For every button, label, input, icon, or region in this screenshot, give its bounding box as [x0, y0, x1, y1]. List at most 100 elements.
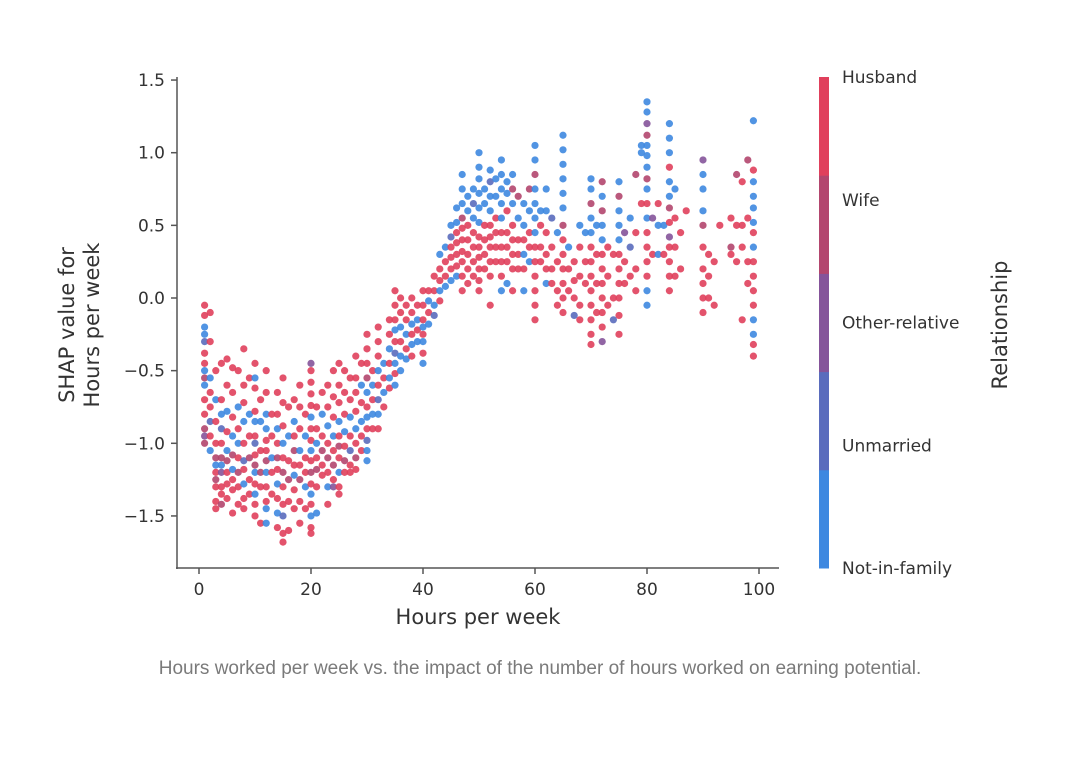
scatter-point — [391, 337, 399, 346]
scatter-point — [341, 442, 349, 450]
scatter-point — [615, 250, 623, 259]
scatter-point — [335, 442, 343, 450]
scatter-point — [369, 410, 377, 418]
scatter-point — [497, 243, 505, 251]
scatter-point — [598, 192, 606, 200]
scatter-point — [469, 199, 477, 208]
scatter-point — [307, 359, 315, 367]
scatter-point — [329, 393, 337, 401]
scatter-point — [229, 486, 237, 494]
scatter-point — [537, 258, 545, 266]
scatter-point — [475, 243, 483, 251]
scatter-point — [486, 178, 494, 186]
scatter-point — [531, 141, 539, 150]
scatter-point — [531, 243, 539, 251]
scatter-point — [251, 359, 259, 367]
scatter-point — [699, 243, 707, 251]
scatter-point — [581, 279, 590, 288]
scatter-point — [279, 512, 287, 520]
scatter-point — [727, 214, 735, 222]
scatter-point — [397, 323, 405, 331]
scatter-point — [453, 239, 461, 247]
scatter-point — [453, 272, 461, 280]
scatter-point — [262, 497, 270, 506]
scatter-point — [593, 308, 601, 317]
scatter-point — [548, 214, 556, 222]
scatter-point — [268, 410, 276, 418]
scatter-point — [632, 287, 640, 295]
scatter-point — [481, 221, 489, 229]
scatter-point — [425, 287, 433, 295]
scatter-point — [587, 199, 595, 208]
x-tick-label: 40 — [412, 580, 434, 600]
scatter-point — [201, 425, 209, 433]
scatter-point — [497, 287, 505, 295]
scatter-point — [391, 381, 399, 389]
scatter-point — [402, 301, 410, 309]
scatter-point — [469, 272, 477, 280]
scatter-point — [615, 236, 623, 244]
scatter-point — [301, 454, 309, 462]
scatter-point — [285, 432, 293, 440]
scatter-point — [352, 352, 360, 360]
scatter-point — [223, 457, 231, 465]
scatter-point — [279, 454, 287, 462]
scatter-point — [542, 207, 550, 215]
scatter-point — [385, 345, 393, 353]
y-tick-label: 0.5 — [138, 216, 165, 236]
scatter-point — [508, 265, 517, 273]
scatter-point — [581, 229, 590, 237]
scatter-point — [671, 272, 679, 280]
scatter-point — [397, 337, 405, 346]
scatter-point — [212, 454, 220, 462]
scatter-point — [436, 287, 444, 295]
scatter-point — [643, 214, 651, 222]
scatter-point — [553, 287, 562, 295]
scatter-point — [341, 410, 349, 418]
scatter-point — [475, 149, 483, 157]
scatter-point — [335, 468, 343, 476]
scatter-point — [598, 308, 606, 317]
scatter-point — [251, 512, 259, 520]
scatter-point — [229, 465, 237, 474]
scatter-point — [705, 250, 713, 259]
scatter-point — [531, 214, 539, 222]
scatter-point — [453, 204, 461, 212]
scatter-point — [749, 243, 758, 251]
scatter-point — [548, 243, 556, 251]
scatter-point — [217, 359, 225, 367]
scatter-point — [677, 265, 685, 273]
scatter-point — [520, 250, 528, 259]
scatter-point — [531, 185, 539, 193]
scatter-point — [290, 471, 298, 479]
scatter-point — [665, 258, 674, 266]
scatter-point — [531, 156, 539, 164]
scatter-point — [257, 468, 265, 476]
scatter-point — [357, 446, 365, 455]
scatter-point — [508, 221, 517, 229]
scatter-point — [391, 359, 399, 367]
scatter-point — [705, 272, 713, 280]
colorbar-label: Wife — [842, 191, 880, 211]
scatter-point — [559, 175, 567, 183]
scatter-point — [273, 454, 281, 462]
scatter-point — [609, 316, 618, 324]
scatter-point — [307, 500, 315, 508]
scatter-point — [458, 224, 466, 232]
scatter-point — [385, 316, 393, 324]
x-tick-label: 100 — [743, 580, 775, 600]
scatter-point — [279, 439, 287, 447]
scatter-point — [654, 199, 662, 208]
scatter-point — [671, 185, 679, 193]
y-tick-label: −1.5 — [124, 507, 165, 527]
scatter-point — [525, 243, 534, 251]
scatter-point — [598, 265, 606, 273]
scatter-point — [341, 388, 349, 397]
scatter-point — [402, 316, 410, 324]
scatter-point — [273, 494, 281, 503]
colorbar-segment — [819, 469, 829, 569]
scatter-point — [201, 330, 209, 338]
scatter-point — [251, 461, 259, 469]
scatter-point — [570, 294, 578, 302]
scatter-point — [458, 258, 466, 266]
